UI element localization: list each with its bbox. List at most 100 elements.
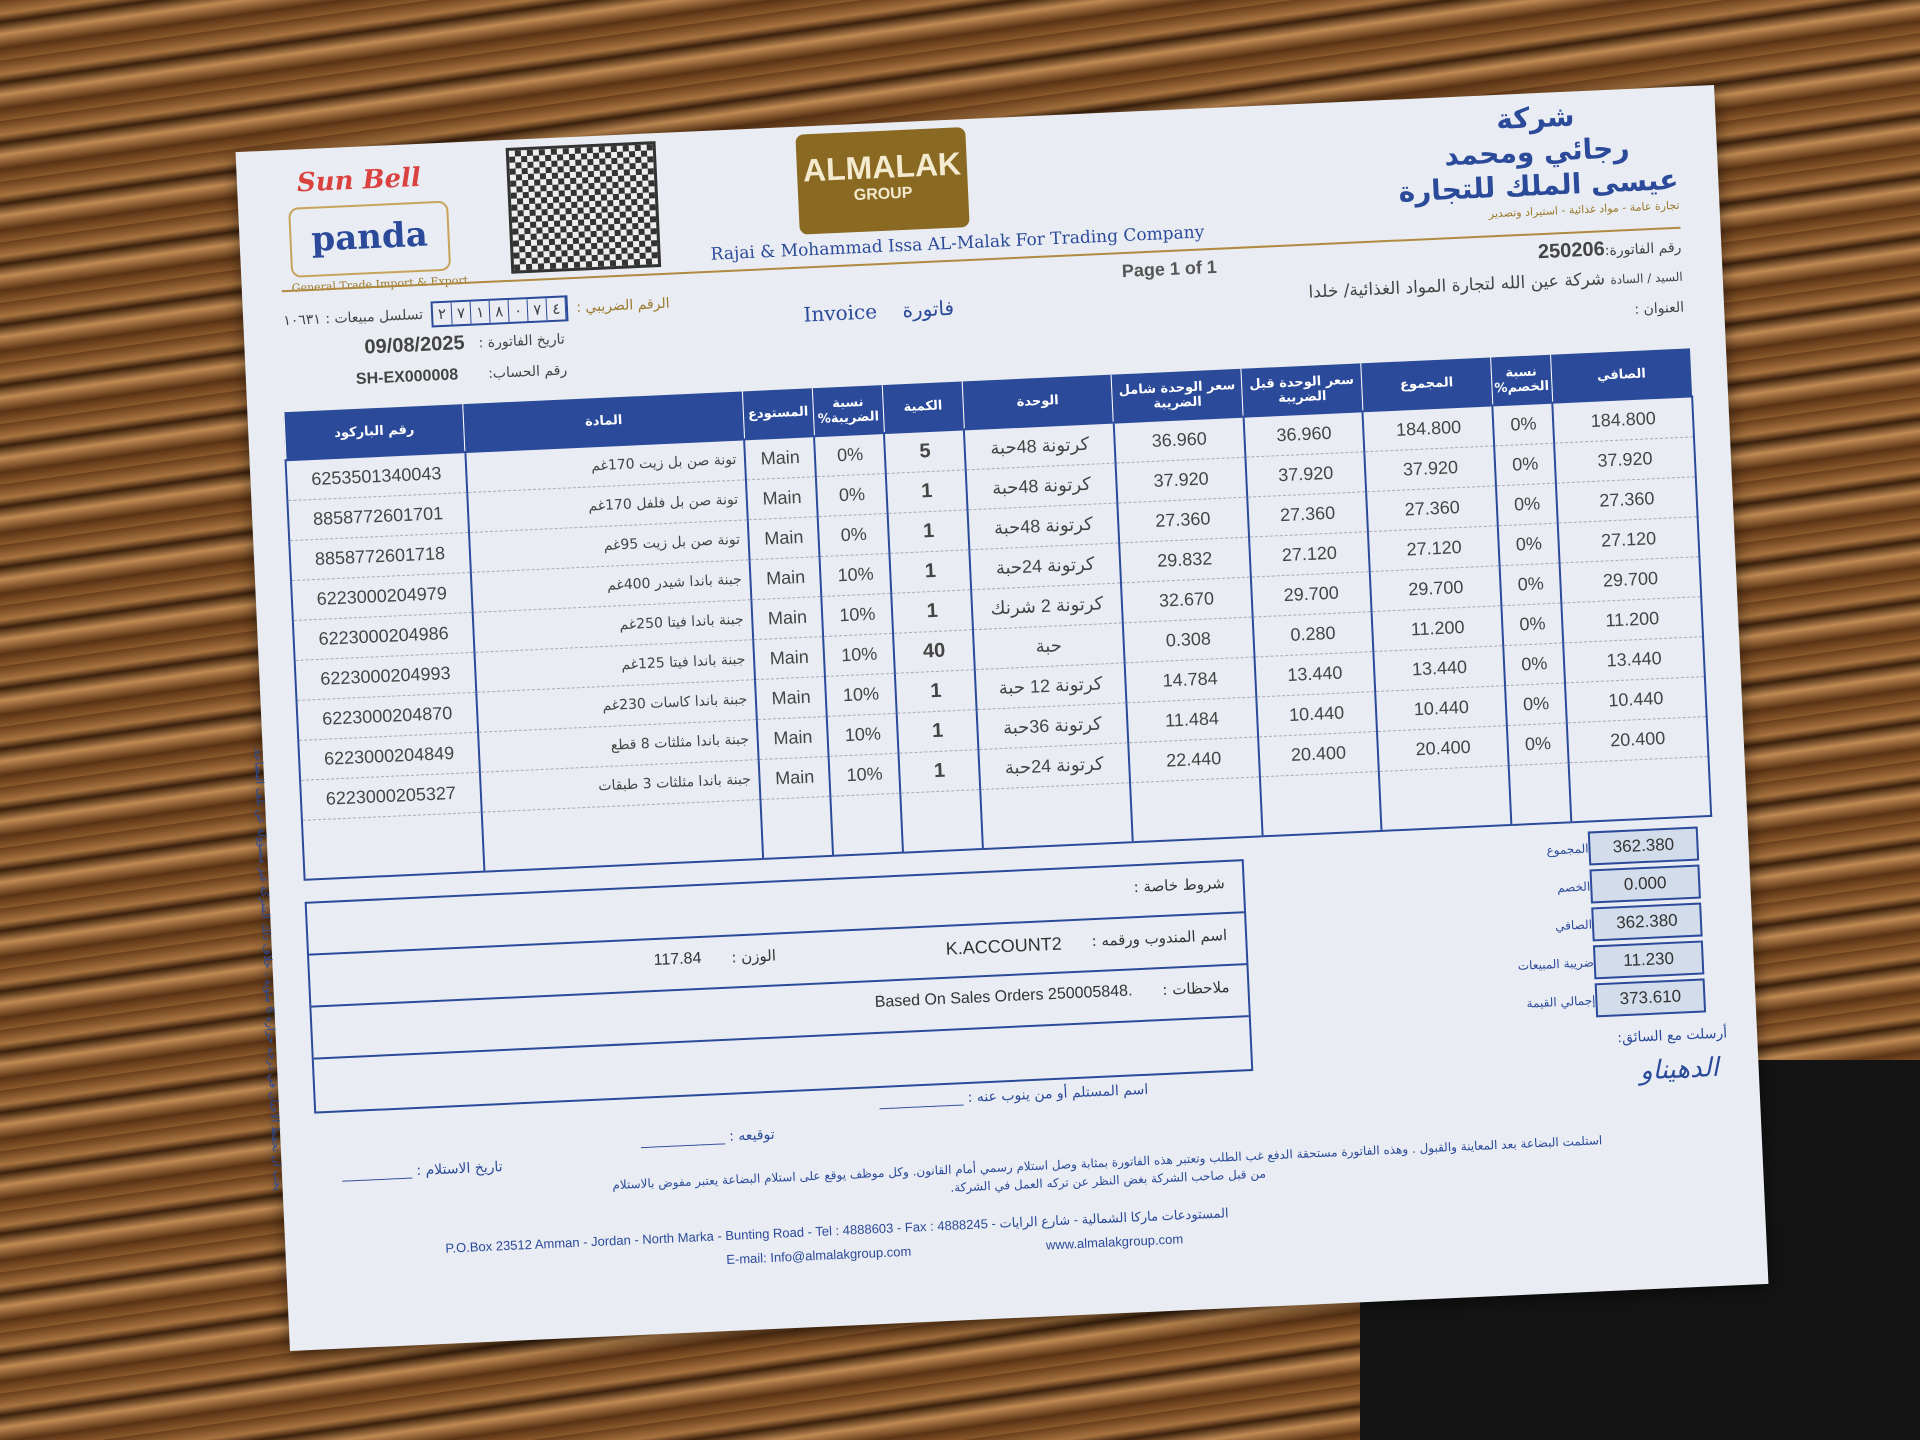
- empty-cell: [760, 795, 834, 859]
- cell-discount: 0%: [1496, 482, 1558, 526]
- invoice-number: رقم الفاتورة:250206: [1538, 235, 1682, 265]
- cell-net: 29.700: [1559, 556, 1702, 603]
- summary-label: إجمالي القيمة: [1526, 993, 1596, 1011]
- cell-discount: 0%: [1499, 562, 1562, 606]
- cell-net: 184.800: [1552, 396, 1694, 443]
- cell-price-incl-tax: 29.832: [1118, 536, 1251, 583]
- tax-digit: ٠: [508, 299, 529, 322]
- cell-unit: كرتونة 48حبة: [967, 502, 1119, 550]
- cell-unit: كرتونة 2 شرنك: [971, 582, 1123, 630]
- driver-label: أرسلت مع السائق:: [1616, 1025, 1728, 1047]
- cell-price-incl-tax: 37.920: [1115, 456, 1247, 503]
- logo-name: ALMALAK: [802, 145, 962, 189]
- cell-quantity: 1: [891, 589, 974, 633]
- almalak-logo: ALMALAK GROUP: [795, 127, 970, 235]
- document-title: Invoice فاتورة: [803, 296, 955, 327]
- remarks-label: ملاحظات :: [1162, 977, 1230, 999]
- sales-sequence: تسلسل مبيعات : ١٠٦٣١: [282, 306, 424, 330]
- empty-cell: [830, 792, 904, 856]
- tax-digit: ٧: [527, 298, 548, 322]
- header-barcode: رقم الباركود: [283, 404, 466, 461]
- empty-cell: [301, 811, 485, 880]
- handwritten-signature: الدهيناو: [1639, 1052, 1720, 1087]
- cell-price-before-tax: 27.120: [1248, 531, 1371, 577]
- tax-no-label: الرقم الضريبي :: [575, 295, 670, 316]
- cell-price-incl-tax: 32.670: [1120, 576, 1253, 623]
- cell-warehouse: Main: [753, 636, 826, 680]
- cell-discount: 0%: [1505, 682, 1567, 726]
- cell-warehouse: Main: [758, 755, 831, 800]
- cell-price-before-tax: 0.280: [1252, 611, 1374, 657]
- receiver-text: اسم المستلم أو من ينوب عنه :: [967, 1081, 1149, 1106]
- cell-discount: 0%: [1494, 442, 1557, 486]
- summary-label: الخصم: [1556, 879, 1591, 895]
- cell-tax-rate: 10%: [819, 552, 892, 597]
- rep-value: K.ACCOUNT2: [945, 933, 1063, 959]
- header-quantity: الكمية: [882, 381, 964, 434]
- cell-unit: كرتونة 48حبة: [963, 422, 1116, 470]
- cell-price-incl-tax: 36.960: [1113, 416, 1246, 463]
- cell-warehouse: Main: [746, 476, 818, 520]
- cell-warehouse: Main: [751, 596, 824, 640]
- cell-net: 13.440: [1563, 636, 1705, 683]
- header-total: المجموع: [1360, 357, 1493, 412]
- cell-unit: حبة: [973, 622, 1125, 670]
- cell-warehouse: Main: [749, 556, 822, 600]
- header-price-incl-tax: سعر الوحدة شامل الضريبة: [1111, 368, 1244, 423]
- cell-quantity: 1: [895, 669, 977, 713]
- cell-price-before-tax: 10.440: [1255, 691, 1378, 737]
- cell-price-incl-tax: 14.784: [1124, 656, 1256, 703]
- cell-warehouse: Main: [747, 516, 820, 560]
- account-value: SH-EX000008: [355, 366, 459, 388]
- empty-cell: [1508, 762, 1572, 825]
- summary-value: 373.610: [1594, 978, 1707, 1018]
- customer-value: شركة عين الله لتجارة المواد الغذائية/ خل…: [1308, 269, 1606, 303]
- cell-unit: كرتونة 48حبة: [965, 462, 1118, 510]
- footer-email: E-mail: Info@almalakgroup.com: [725, 1243, 912, 1268]
- title-en: Invoice: [802, 299, 878, 327]
- cell-tax-rate: 10%: [828, 752, 901, 796]
- cell-price-incl-tax: 11.484: [1126, 696, 1258, 743]
- cell-tax-rate: 10%: [826, 712, 899, 756]
- empty-cell: [1129, 776, 1263, 843]
- cell-net: 20.400: [1566, 716, 1709, 763]
- cell-unit: كرتونة 24حبة: [978, 742, 1130, 790]
- empty-cell: [1259, 770, 1382, 837]
- cell-total: 27.360: [1366, 485, 1499, 532]
- cell-tax-rate: 10%: [823, 632, 896, 676]
- cell-quantity: 1: [898, 749, 981, 793]
- cell-total: 13.440: [1373, 645, 1506, 692]
- cell-quantity: 1: [889, 549, 972, 593]
- cell-discount: 0%: [1507, 722, 1569, 766]
- cell-unit: كرتونة 36حبة: [976, 702, 1129, 750]
- totals-summary: المجموع 362.380 الخصم 0.000 الصافي 362.380 ضري…: [1268, 824, 1716, 1034]
- date-value: 09/08/2025: [364, 332, 466, 359]
- items-table: الصافي نسبة الخصم% المجموع سعر الوحدة قبل ا…: [282, 348, 1712, 880]
- weight-label: الوزن :: [730, 946, 777, 967]
- cell-tax-rate: 10%: [821, 592, 894, 637]
- date-label: تاريخ الفاتورة :: [478, 330, 566, 351]
- account-row: رقم الحساب: SH-EX000008: [356, 359, 568, 391]
- cell-total: 29.700: [1370, 565, 1502, 612]
- tax-digit: ٢: [432, 302, 453, 326]
- customer: السيد / السادة شركة عين الله لتجارة المو…: [1308, 265, 1683, 305]
- storage-note: يجب ان تحفظ الاجبان في درجة حرارة 6 مئوي…: [251, 745, 285, 1192]
- summary-value: 362.380: [1591, 902, 1703, 942]
- sun-bell-logo: Sun Bell: [296, 162, 422, 199]
- receipt-date-text: تاريخ الاستلام :: [416, 1159, 504, 1180]
- cell-price-before-tax: 27.360: [1246, 491, 1369, 537]
- cell-net: 10.440: [1565, 676, 1707, 723]
- cell-discount: 0%: [1503, 642, 1566, 686]
- summary-value: 0.000: [1589, 864, 1701, 904]
- cell-net: 27.360: [1556, 476, 1698, 523]
- rep-label: اسم المندوب ورقمه :: [1091, 926, 1228, 951]
- header-net: الصافي: [1550, 348, 1693, 403]
- signature-text: توقيعه :: [728, 1126, 775, 1145]
- cell-quantity: 1: [896, 709, 979, 753]
- tax-digit: ٤: [546, 297, 567, 321]
- cell-total: 37.920: [1364, 445, 1497, 492]
- address-label: العنوان :: [1634, 299, 1685, 318]
- cell-unit: كرتونة 12 حبة: [974, 662, 1127, 710]
- panda-logo: panda: [288, 200, 452, 278]
- footer-website: www.almalakgroup.com: [1045, 1231, 1184, 1253]
